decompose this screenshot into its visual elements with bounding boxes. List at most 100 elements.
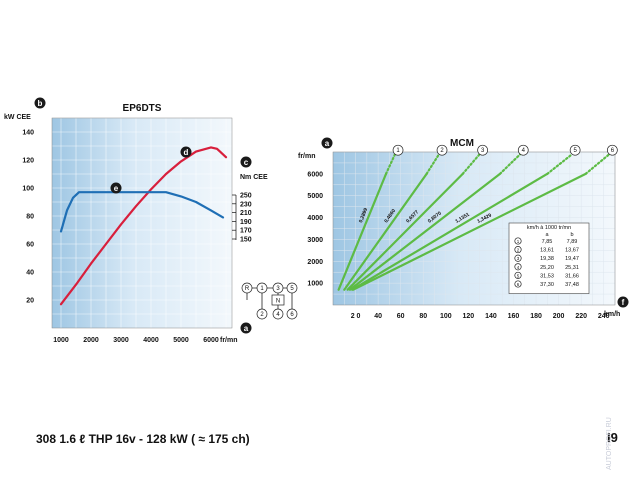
speed-table-cell-b: 31,66 <box>565 273 579 279</box>
gear-1-ring <box>256 282 268 294</box>
speed-table-cell-a: 31,53 <box>540 273 554 279</box>
gear-line-label-6-ring <box>607 144 618 156</box>
gear-line-label-1-ring <box>392 144 404 156</box>
plot-frame-1 <box>51 117 233 329</box>
x-tick-label: 120 <box>463 313 475 320</box>
curve-badge-e-circle <box>110 182 122 194</box>
gear-line-ext-4 <box>498 153 522 175</box>
y-right-tick-label: 210 <box>240 210 252 217</box>
y-right-tick-label: 230 <box>240 201 252 208</box>
x-tick-label: 2000 <box>83 337 99 344</box>
gear-line-label-2: 2 <box>440 148 444 154</box>
y-tick-label: 6000 <box>307 171 323 178</box>
y-tick-label: 20 <box>26 298 34 305</box>
x-axis-label-kmh: km/h <box>604 311 620 318</box>
speed-table-title: km/h à 1000 tr/mn <box>527 225 571 231</box>
y-tick-label: 100 <box>22 186 34 193</box>
curve-badge-d-circle <box>180 146 192 158</box>
y-tick-label: 4000 <box>307 215 323 222</box>
speed-table-gear: 6 <box>517 282 520 287</box>
speed-table-cell-b: 13,67 <box>565 248 579 254</box>
gear-line-6 <box>352 172 587 291</box>
gear-line-ext-3 <box>461 153 481 175</box>
curve-badge-d: d <box>184 148 189 157</box>
y-tick-label: 60 <box>26 242 34 249</box>
speed-table-cell-a: 25,20 <box>540 265 554 271</box>
y-tick-label: 120 <box>22 158 34 165</box>
gear-6: 6 <box>290 312 294 318</box>
y-axis-badge-a-circle <box>321 137 333 149</box>
x-tick-label: 1000 <box>53 337 69 344</box>
y-tick-label: 3000 <box>307 237 323 244</box>
x-axis-label-rpm: fr/mn <box>220 337 238 344</box>
gear-ratio-label: 0,2899 <box>358 207 369 224</box>
x-axis-badge-a: a <box>244 324 249 333</box>
gear-line-ext-5 <box>546 153 574 175</box>
speed-table-cell-b: 25,31 <box>565 265 579 271</box>
gear-2: 2 <box>260 312 264 318</box>
gear-1: 1 <box>260 286 264 292</box>
engine-performance-chart: EP6DTS 1000 2000 3000 4000 5000 6000 20 40 60 80 10… <box>4 97 298 344</box>
gear-3-ring <box>272 282 284 294</box>
y-right-tick-label: 170 <box>240 228 252 235</box>
speed-table-cell-a: 19,38 <box>540 256 554 262</box>
speed-table-cell-a: 37,30 <box>540 282 554 288</box>
x-tick-label: 5000 <box>173 337 189 344</box>
y-tick-label: 2000 <box>307 259 323 266</box>
gear-r: R <box>245 286 250 292</box>
x-tick-label: 240 <box>598 313 610 320</box>
x-tick-label: 60 <box>397 313 405 320</box>
speed-table-gear: 5 <box>517 273 520 278</box>
x-tick-label: 80 <box>419 313 427 320</box>
x-tick-label: 6000 <box>203 337 219 344</box>
chart-title-ep6dts: EP6DTS <box>123 103 162 114</box>
y-axis-badge-b: b <box>38 99 43 108</box>
gear-line-label-2-ring <box>436 144 448 156</box>
speed-table-cell-b: 37,48 <box>565 282 579 288</box>
x-axis-badge-a-circle <box>240 322 252 334</box>
x-tick-label: 3000 <box>113 337 129 344</box>
gear-n: N <box>276 299 280 305</box>
speed-table-cell-b: 19,47 <box>565 256 579 262</box>
x-axis-badge-f-circle <box>617 296 629 308</box>
gear-line-2 <box>343 172 428 291</box>
chart-title-mcm: MCM <box>450 138 474 149</box>
vehicle-caption: 308 1.6 ℓ THP 16v - 128 kW ( ≈ 175 ch) <box>36 432 250 446</box>
y-axis-badge-a: a <box>325 139 330 148</box>
torque-curve-e <box>59 191 225 233</box>
curve-badge-e: e <box>114 184 119 193</box>
gear-line-ext-2 <box>425 153 441 175</box>
gear-line-label-4: 4 <box>522 148 526 154</box>
y-right-tick-label: 190 <box>240 219 252 226</box>
gear-4-ring <box>272 308 284 320</box>
speed-table-gear-ring <box>514 271 522 279</box>
speed-table-cell-a: 7,85 <box>542 239 553 245</box>
gear-n-box <box>271 294 285 306</box>
x-tick-label: 200 <box>553 313 565 320</box>
speed-table-gear: 1 <box>517 239 520 244</box>
y-tick-label: 5000 <box>307 193 323 200</box>
gear-line-label-5: 5 <box>573 148 577 154</box>
gear-line-label-5-ring <box>569 144 581 156</box>
x-tick-label: 100 <box>440 313 452 320</box>
gear-line-label-4-ring <box>517 144 529 156</box>
x-tick-label: 2 0 <box>351 313 361 320</box>
gear-line-ext-1 <box>384 153 397 175</box>
speed-table-gear: 2 <box>517 248 520 253</box>
gear-line-1 <box>337 172 388 291</box>
speed-table-gear-ring <box>514 263 522 271</box>
y-axis-badge-c-circle <box>240 156 252 168</box>
y-axis-label-kw: kW CEE <box>4 114 31 121</box>
speed-table-gear-ring <box>514 280 522 288</box>
x-tick-label: 4000 <box>143 337 159 344</box>
y-axis-badge-b-circle <box>34 97 46 109</box>
y-tick-label: 40 <box>26 270 34 277</box>
y-tick-label: 80 <box>26 214 34 221</box>
speed-table-cell-b: 7,89 <box>567 239 578 245</box>
power-curve-d <box>59 146 228 306</box>
watermark: AUTOPROFI.RU <box>606 417 613 470</box>
y-right-tick-label: 250 <box>240 193 252 200</box>
y-axis-label-nm: Nm CEE <box>240 174 268 181</box>
page-number: I9 <box>607 430 618 445</box>
gear-line-4 <box>348 172 502 291</box>
